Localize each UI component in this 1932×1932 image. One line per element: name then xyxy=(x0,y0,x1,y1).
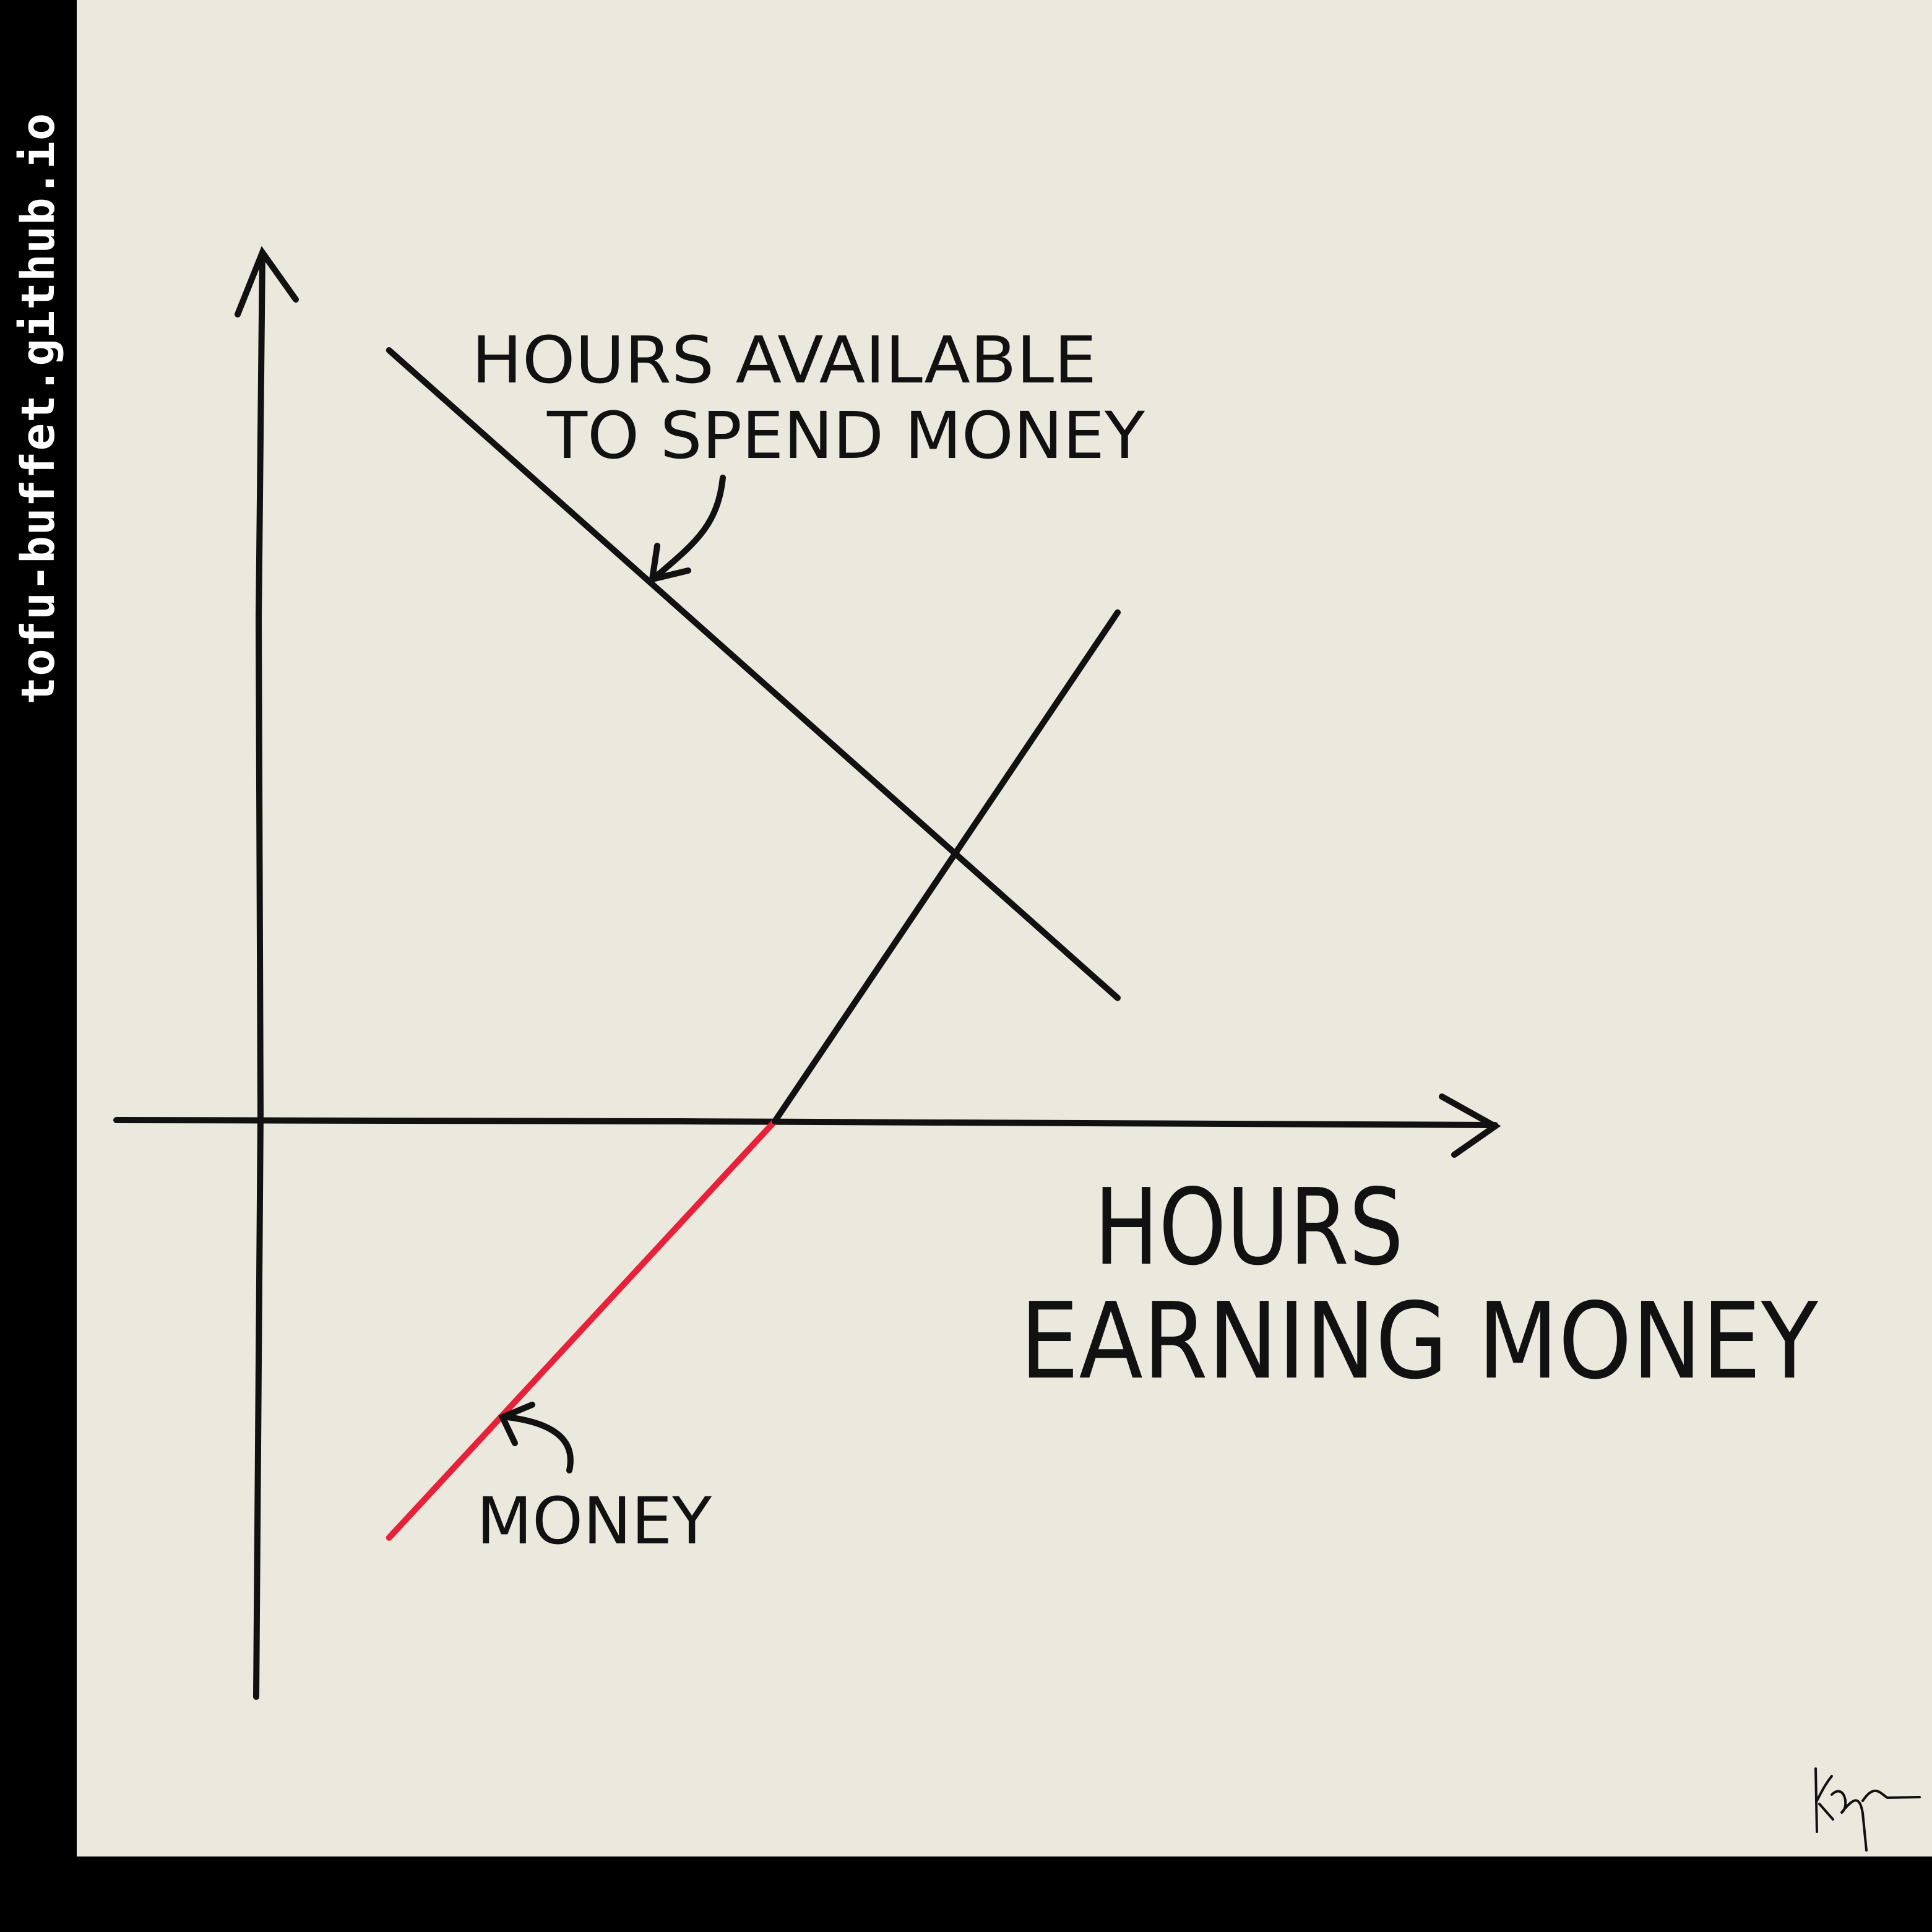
series-0-segment-0 xyxy=(386,347,1121,1001)
frame-left-border xyxy=(0,0,77,1932)
annotation-arrows xyxy=(498,475,726,1473)
comic-panel xyxy=(77,0,1932,1857)
annotation-arrowhead-money xyxy=(498,1402,535,1446)
annotation-money: money xyxy=(477,1483,712,1559)
x-axis-arrowhead xyxy=(1439,1093,1501,1158)
frame-bottom-border xyxy=(0,1857,1932,1932)
annotation-arrowhead-hours-available xyxy=(648,543,691,584)
axes xyxy=(113,246,1501,1700)
x-axis-label-line1: HOURS xyxy=(1094,1167,1404,1289)
y-axis-arrowhead xyxy=(235,246,299,317)
y-axis xyxy=(253,251,265,1700)
artist-signature xyxy=(1814,1767,1921,1852)
x-axis-label-line2: EARNING MONEY xyxy=(1020,1280,1819,1403)
x-axis xyxy=(113,1117,1498,1128)
series-1-segment-0 xyxy=(386,1118,778,1541)
annotation-arrow-money xyxy=(504,1414,574,1473)
annotation-hours-available-line1: HOURS available xyxy=(472,322,1097,398)
annotation-arrow-hours-available xyxy=(654,475,726,579)
annotation-hours-available-line2: TO SPEND money xyxy=(546,398,1145,473)
series-layer xyxy=(386,347,1121,1541)
series-1-segment-1 xyxy=(772,609,1121,1124)
